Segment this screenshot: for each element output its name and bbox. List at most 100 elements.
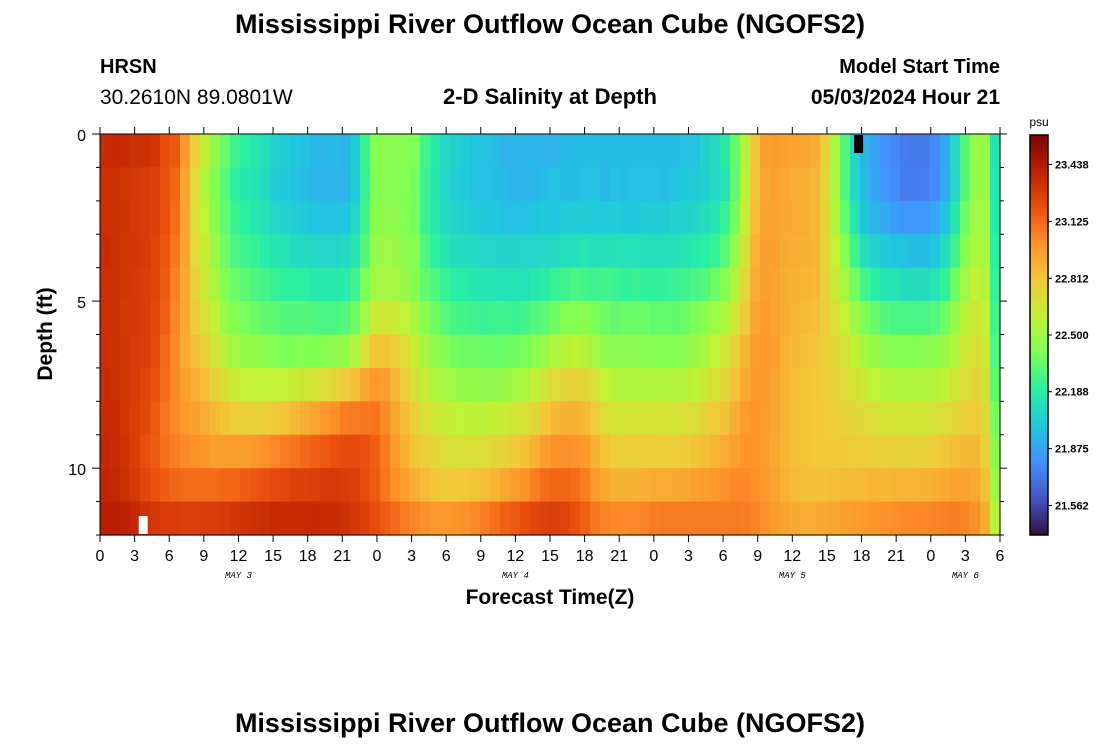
heatmap-cell [830,234,841,269]
heatmap-cell [420,334,431,369]
heatmap-cell [600,367,611,402]
heatmap-cell [890,468,901,503]
heatmap-cell [910,367,921,402]
heatmap-cell [630,234,641,269]
heatmap-cell [110,200,121,235]
heatmap-cell [830,267,841,302]
heatmap-cell [310,501,321,536]
heatmap-cell [270,167,281,202]
heatmap-cell [210,401,221,436]
heatmap-cell [600,134,611,169]
heatmap-cell [360,501,371,536]
heatmap-cell [390,401,401,436]
heatmap-cell [880,401,891,436]
heatmap-cell [680,401,691,436]
heatmap-cell [590,134,601,169]
heatmap-cell [850,301,861,336]
heatmap-cell [940,267,951,302]
heatmap-cell [900,134,911,169]
heatmap-cell [170,200,181,235]
heatmap-cell [220,134,231,169]
heatmap-cell [400,301,411,336]
heatmap-cell [690,234,701,269]
heatmap-cell [240,234,251,269]
heatmap-cell [130,334,141,369]
heatmap-cell [400,234,411,269]
heatmap-cell [910,401,921,436]
heatmap-cell [230,167,241,202]
heatmap-cell [200,401,211,436]
heatmap-cell [570,200,581,235]
heatmap-cell [760,200,771,235]
heatmap-cell [560,367,571,402]
heatmap-cell [650,434,661,469]
heatmap-cell [360,167,371,202]
heatmap-cell [970,267,981,302]
heatmap-cell [340,167,351,202]
heatmap-cell [940,334,951,369]
heatmap-cell [360,200,371,235]
heatmap-cell [400,401,411,436]
station-coordinates: 30.2610N 89.0801W [100,86,293,109]
heatmap-cell [690,167,701,202]
heatmap-cell [490,468,501,503]
heatmap-cell [810,501,821,536]
heatmap-cell [970,200,981,235]
heatmap-cell [100,468,111,503]
heatmap-cell [740,134,751,169]
heatmap-cell [410,167,421,202]
heatmap-cell [280,501,291,536]
heatmap-cell [540,401,551,436]
heatmap-cell [720,301,731,336]
heatmap-cell [750,200,761,235]
heatmap-cell [590,267,601,302]
heatmap-cell [600,468,611,503]
heatmap-cell [260,267,271,302]
heatmap-cell [580,301,591,336]
heatmap-cell [270,501,281,536]
heatmap-cell [170,167,181,202]
heatmap-cell [650,301,661,336]
heatmap-cell [690,301,701,336]
heatmap-cell [980,167,991,202]
heatmap-cell [910,434,921,469]
heatmap-cell [750,434,761,469]
y-tick-label: 5 [77,295,86,312]
heatmap-cell [490,501,501,536]
heatmap-cell [400,167,411,202]
heatmap-cell [330,267,341,302]
heatmap-cell [110,334,121,369]
heatmap-cell [390,334,401,369]
heatmap-cell [570,134,581,169]
heatmap-cell [280,301,291,336]
heatmap-cell [630,200,641,235]
heatmap-cell [370,468,381,503]
heatmap-cell [960,134,971,169]
data-marker [854,135,864,154]
heatmap-cell [380,434,391,469]
heatmap-cell [370,367,381,402]
heatmap-cell [440,134,451,169]
heatmap-cell [590,468,601,503]
heatmap-cell [500,434,511,469]
heatmap-cell [700,267,711,302]
heatmap-cell [210,167,221,202]
heatmap-cell [610,200,621,235]
heatmap-cell [470,501,481,536]
heatmap-cell [460,501,471,536]
heatmap-cell [310,334,321,369]
heatmap-cell [420,401,431,436]
heatmap-cell [840,434,851,469]
heatmap-cell [980,501,991,536]
heatmap-cell [890,167,901,202]
heatmap-cell [960,501,971,536]
heatmap-cell [560,434,571,469]
heatmap-cell [480,167,491,202]
heatmap-cell [250,367,261,402]
heatmap-cell [790,267,801,302]
heatmap-cell [720,434,731,469]
heatmap-cell [430,468,441,503]
heatmap-cell [560,267,571,302]
heatmap-cell [760,234,771,269]
heatmap-cell [430,200,441,235]
